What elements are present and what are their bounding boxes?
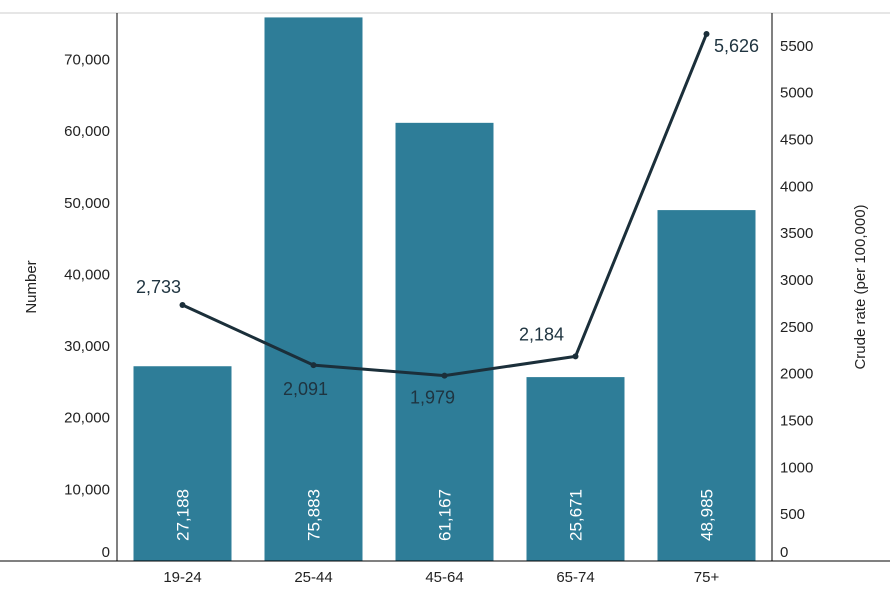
y-tick-label: 60,000 [64,123,110,140]
labels-layer: 27,188 75,883 61,167 25,671 48,985 2,733 2,091… [136,36,759,541]
x-tick-label: 25-44 [294,569,332,586]
rate-point [572,353,579,360]
rate-point [703,30,710,37]
x-tick-label: 65-74 [556,569,594,586]
y2-tick-label: 4000 [780,178,813,195]
y2-tick-label: 3500 [780,225,813,242]
y-axis-title: Number [23,260,40,313]
x-tick-label: 19-24 [163,569,201,586]
bar-value-label: 25,671 [567,489,586,541]
rate-value-label: 1,979 [410,388,455,408]
axes-layer: 0 10,000 20,000 30,000 40,000 50,000 60,000 70,… [0,12,890,586]
y2-tick-label: 500 [780,506,805,523]
rate-value-label: 5,626 [714,36,759,56]
y-tick-label: 10,000 [64,481,110,498]
y-tick-label: 30,000 [64,338,110,355]
y2-tick-label: 5000 [780,85,813,102]
y-tick-label: 40,000 [64,266,110,283]
bar-value-label: 75,883 [305,489,324,541]
bar-25-44 [264,17,363,562]
rate-point [179,301,186,308]
bar-value-label: 27,188 [174,489,193,541]
y2-axis-title: Crude rate (per 100,000) [852,204,869,369]
bar-value-label: 48,985 [698,489,717,541]
rate-value-label: 2,184 [519,324,564,344]
y2-tick-label: 5500 [780,38,813,55]
rate-value-label: 2,733 [136,277,181,297]
y2-tick-label: 0 [780,544,788,561]
rate-point [310,362,317,369]
y-tick-label: 0 [102,544,110,561]
rate-value-label: 2,091 [283,379,328,399]
x-tick-label: 75+ [694,569,720,586]
y2-tick-label: 1500 [780,412,813,429]
y2-tick-label: 2500 [780,319,813,336]
y-tick-label: 70,000 [64,52,110,69]
x-tick-label: 45-64 [425,569,463,586]
y2-tick-label: 2000 [780,366,813,383]
bar-19-24 [133,366,232,561]
line-layer [179,30,710,379]
y2-tick-label: 4500 [780,131,813,148]
rate-point [441,372,448,379]
bar-value-label: 61,167 [436,489,455,541]
bar-65-74 [526,377,625,561]
bars-layer [133,17,756,562]
bar-75+ [657,210,756,561]
y2-tick-label: 3000 [780,272,813,289]
bar-45-64 [395,122,494,561]
y2-tick-label: 1000 [780,459,813,476]
y-tick-label: 20,000 [64,410,110,427]
y-tick-label: 50,000 [64,195,110,212]
